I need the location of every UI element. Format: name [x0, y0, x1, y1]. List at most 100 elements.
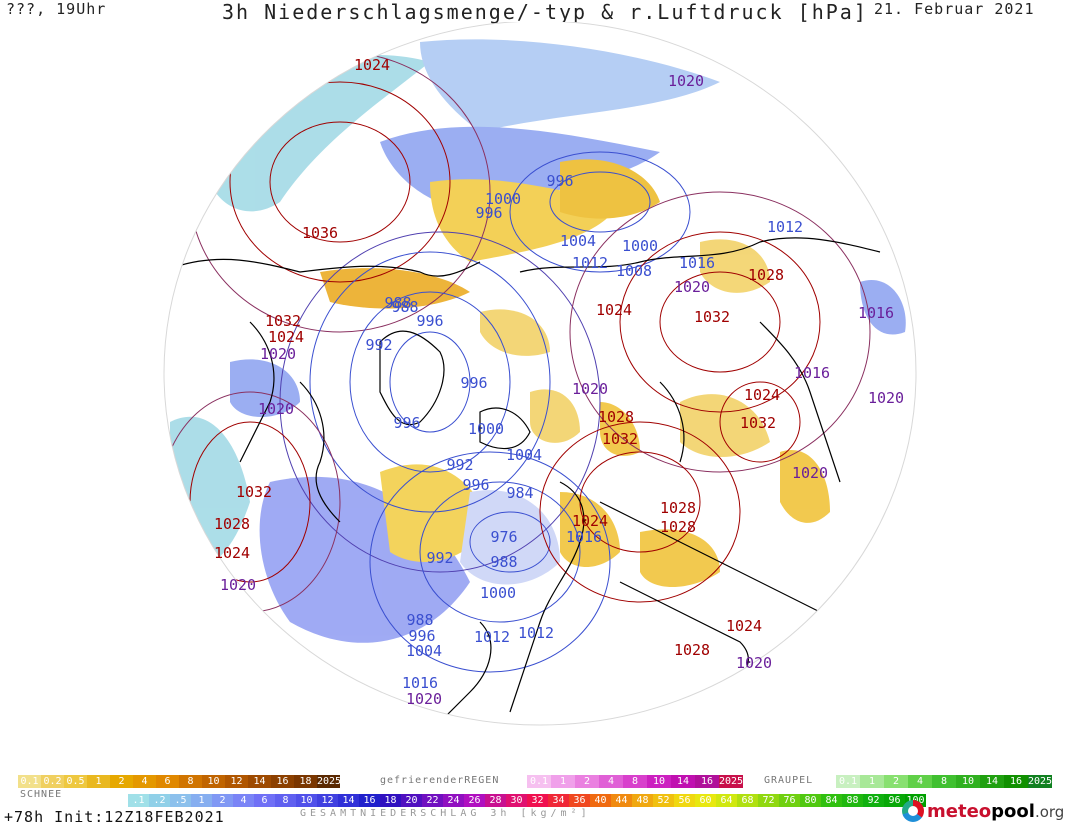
isobar-label: 1000	[485, 190, 521, 208]
isobar-label: 1004	[560, 232, 596, 250]
isobar-label: 1020	[258, 400, 294, 418]
legend-swatch: 80	[800, 794, 821, 807]
snow-label: SCHNEE	[20, 789, 63, 800]
legend-swatch: 44	[611, 794, 632, 807]
isobar-label: 1024	[268, 328, 304, 346]
isobar-label: 1024	[596, 301, 632, 319]
isobar-label: 1016	[402, 674, 438, 692]
isobar-label: 976	[490, 528, 517, 546]
isobar-label: 1020	[220, 576, 256, 594]
isobar-label: 1016	[679, 254, 715, 272]
isobar-label: 988	[384, 294, 411, 312]
isobar-label: 1020	[868, 389, 904, 407]
legend-swatch: 10	[296, 794, 317, 807]
globe-outline	[163, 22, 917, 726]
legend-swatch: 2	[575, 775, 599, 788]
isobar-label: 1032	[694, 308, 730, 326]
legend-swatch: 64	[716, 794, 737, 807]
isobar-label: 1032	[740, 414, 776, 432]
isobar-label: 1028	[214, 515, 250, 533]
forecast-date: 21. Februar 2021	[874, 0, 1035, 18]
legend-swatch: 40	[590, 794, 611, 807]
model-run-info: +78h Init:12Z18FEB2021	[4, 808, 225, 826]
legend-swatch: 4	[908, 775, 932, 788]
legend-swatch: 14	[248, 775, 271, 788]
legend-swatch: 52	[653, 794, 674, 807]
legend-swatch: 24	[443, 794, 464, 807]
isobar-label: 1020	[406, 690, 442, 708]
isobar-label: 988	[391, 298, 418, 316]
isobar-label: 988	[406, 611, 433, 629]
legend-swatch: 22	[422, 794, 443, 807]
legend-swatch: 60	[695, 794, 716, 807]
isobar-label: 1016	[566, 528, 602, 546]
isobar-label: 1020	[572, 380, 608, 398]
isobar-label: 1028	[674, 641, 710, 659]
isobar-label: 1032	[265, 312, 301, 330]
isobar-label: 1004	[506, 446, 542, 464]
meteopool-logo[interactable]: meteopool.org	[902, 800, 1064, 822]
legend-swatch: 0.5	[64, 775, 87, 788]
legend-swatch: 84	[821, 794, 842, 807]
isobar-label: 1020	[792, 464, 828, 482]
legend-swatch: 30	[506, 794, 527, 807]
precipitation-caption: GESAMTNIEDERSCHLAG 3h [kg/m²]	[300, 808, 591, 819]
legend-swatch: .1	[128, 794, 149, 807]
isobar-label: 1024	[214, 544, 250, 562]
isobar-label: 1036	[302, 224, 338, 242]
freezing-rain-label: gefrierenderREGEN	[380, 775, 500, 786]
legend-swatch: 2	[110, 775, 133, 788]
legend-swatch: 10	[202, 775, 225, 788]
legend-swatch: 68	[737, 794, 758, 807]
isobar-label: 996	[416, 312, 443, 330]
isobar-label: 1012	[572, 254, 608, 272]
legend-swatch: 18	[294, 775, 317, 788]
legend-swatch: 2025+	[719, 775, 743, 788]
legend-swatch: 8	[932, 775, 956, 788]
isobar-label: 1020	[260, 345, 296, 363]
legend-swatch: 0.1	[527, 775, 551, 788]
legend-swatch: .2	[149, 794, 170, 807]
legend-swatch: 10	[647, 775, 671, 788]
legend-swatch: 20	[401, 794, 422, 807]
map-title: 3h Niederschlagsmenge/-typ & r.Luftdruck…	[222, 0, 868, 24]
legend-swatch: 4	[233, 794, 254, 807]
isobar-label: 1024	[572, 512, 608, 530]
isobar-label: 1000	[468, 420, 504, 438]
logo-text: meteopool.org	[927, 800, 1065, 822]
isobar-label: 1028	[660, 518, 696, 536]
legend-swatch: 4	[133, 775, 156, 788]
isobar-label: 1028	[598, 408, 634, 426]
isobar-label: 1020	[674, 278, 710, 296]
legend-swatch: 92	[863, 794, 884, 807]
legend-swatch: 16	[695, 775, 719, 788]
legend-swatch: 10	[956, 775, 980, 788]
legend-swatch: 1	[87, 775, 110, 788]
legend-swatch: 36	[569, 794, 590, 807]
legend-swatch: 48	[632, 794, 653, 807]
isobar-label: 1008	[616, 262, 652, 280]
isobar-label: 1016	[858, 304, 894, 322]
legend-swatch: 0.2	[41, 775, 64, 788]
isobar-label: 996	[460, 374, 487, 392]
legend-swatch: 76	[779, 794, 800, 807]
isobar-label: 1016	[794, 364, 830, 382]
isobar-label: 1028	[660, 499, 696, 517]
isobar-label: 1004	[406, 642, 442, 660]
isobar-label: 1024	[744, 386, 780, 404]
legend-swatch: 4	[599, 775, 623, 788]
legend-swatch: 28	[485, 794, 506, 807]
legend-swatch: 6	[254, 794, 275, 807]
isobar-label: 1012	[767, 218, 803, 236]
coastlines	[174, 237, 881, 725]
isobar-label: 992	[365, 336, 392, 354]
isobar-label: 996	[393, 414, 420, 432]
legend-swatch: 88	[842, 794, 863, 807]
legend-swatch: 1	[860, 775, 884, 788]
legend-swatch: 16	[271, 775, 294, 788]
legend-swatch: 32	[527, 794, 548, 807]
